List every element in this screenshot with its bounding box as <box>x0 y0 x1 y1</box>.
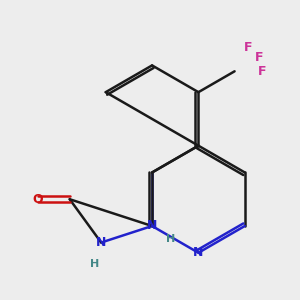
Text: F: F <box>244 41 253 54</box>
Text: H: H <box>90 259 99 269</box>
Text: F: F <box>254 51 263 64</box>
Text: H: H <box>166 234 175 244</box>
Text: O: O <box>32 193 43 206</box>
Text: N: N <box>193 246 204 259</box>
Text: N: N <box>96 236 106 249</box>
Text: F: F <box>258 65 267 78</box>
Text: N: N <box>147 220 157 232</box>
